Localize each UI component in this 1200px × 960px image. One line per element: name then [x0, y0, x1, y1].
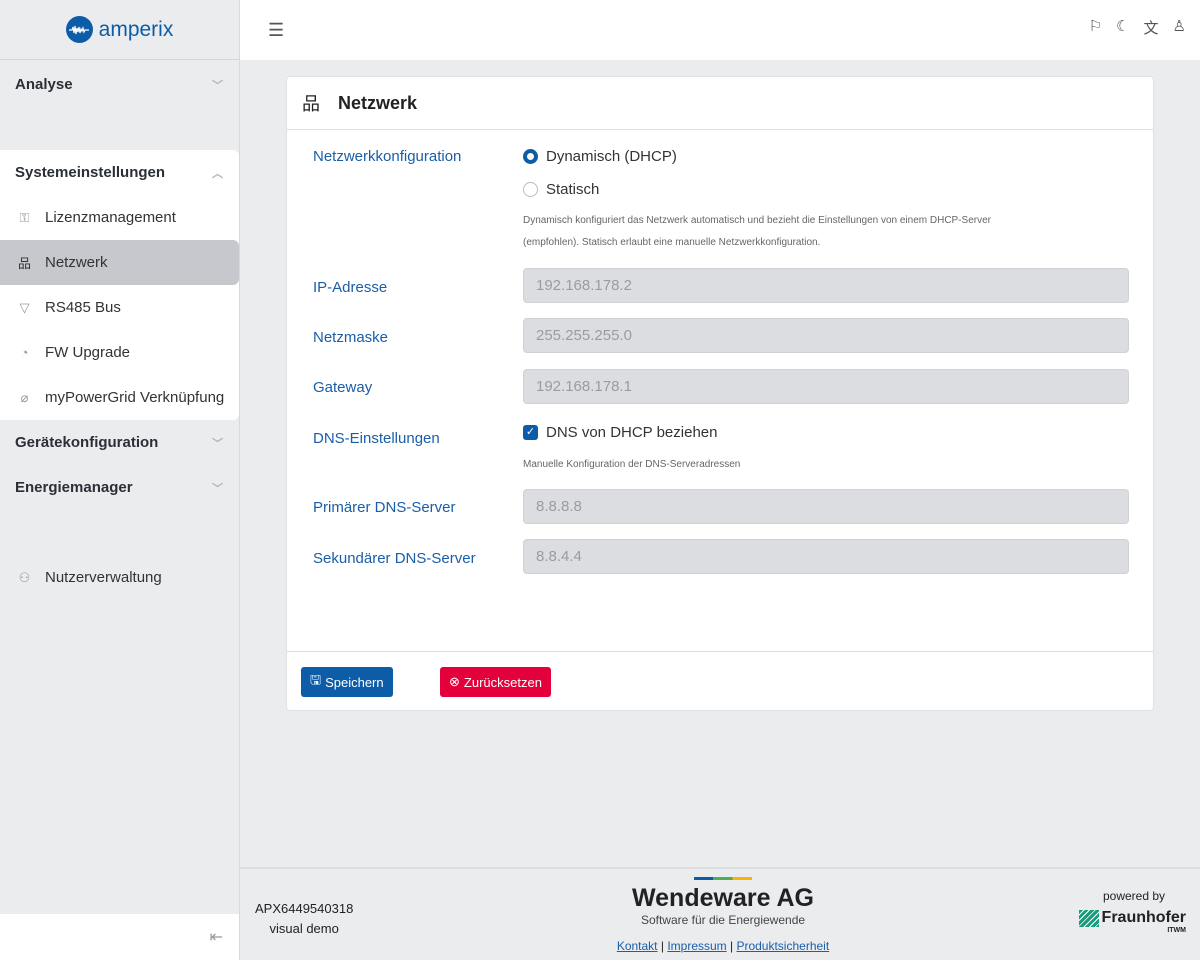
sidebar-section-analyse[interactable]: Analyse ﹀ — [0, 62, 239, 107]
checkmark-icon: ✓ — [523, 425, 538, 440]
sidebar-item-netzwerk[interactable]: 品 Netzwerk — [0, 240, 239, 285]
sidebar-item-mypowergrid[interactable]: ⌀ myPowerGrid Verknüpfung — [0, 375, 239, 420]
item-label: Nutzerverwaltung — [45, 569, 162, 586]
sidebar-item-fw-upgrade[interactable]: ◔ FW Upgrade — [0, 330, 239, 375]
radio-label: Dynamisch (DHCP) — [546, 148, 677, 165]
button-label: Speichern — [325, 674, 384, 690]
company-name: Wendeware AG — [632, 884, 814, 912]
partner-name: Fraunhofer — [1101, 909, 1186, 926]
impressum-link[interactable]: Impressum — [667, 939, 727, 953]
gateway-label: Gateway — [313, 379, 373, 396]
moon-icon[interactable]: ☾ — [1116, 18, 1130, 35]
chevron-down-icon: ﹀ — [212, 79, 223, 92]
users-icon: ⚇ — [18, 569, 31, 585]
radio-dhcp[interactable]: Dynamisch (DHCP) — [523, 148, 677, 165]
item-label: Lizenzmanagement — [45, 209, 176, 226]
menu-icon[interactable]: ☰ — [268, 20, 285, 40]
sidebar-section-systemeinstellungen[interactable]: Systemeinstellungen ︿ — [0, 150, 239, 195]
reset-button[interactable]: ⊗ Zurücksetzen — [440, 667, 551, 697]
network-icon: 品 — [17, 256, 31, 271]
chevron-up-icon: ︿ — [212, 167, 223, 180]
button-label: Zurücksetzen — [463, 674, 542, 690]
gateway-input[interactable]: 192.168.178.1 — [523, 369, 1129, 404]
dns-help: Manuelle Konfiguration der DNS-Serveradr… — [523, 459, 741, 470]
dns1-label: Primärer DNS-Server — [313, 499, 456, 516]
chevron-down-icon: ﹀ — [212, 437, 223, 450]
logo-wave-icon — [65, 16, 93, 43]
key-icon: ⚿ — [19, 209, 30, 225]
item-label: FW Upgrade — [45, 344, 131, 361]
item-label: Netzwerk — [45, 254, 108, 271]
save-icon: 🖫 — [310, 672, 322, 687]
dns1-input[interactable]: 8.8.8.8 — [523, 489, 1129, 524]
netmask-input[interactable]: 255.255.255.0 — [523, 318, 1129, 353]
dns-label: DNS-Einstellungen — [313, 430, 440, 447]
sidebar-item-rs485[interactable]: ▽ RS485 Bus — [0, 285, 239, 330]
close-circle-icon: ⊗ — [449, 674, 460, 689]
connector-icon: ▽ — [19, 299, 30, 315]
logo-text: amperix — [98, 17, 174, 41]
config-help: Dynamisch konfiguriert das Netzwerk auto… — [523, 215, 991, 248]
section-label: Energiemanager — [15, 479, 133, 496]
checkbox-label: DNS von DHCP beziehen — [546, 424, 718, 441]
sidebar-item-nutzerverwaltung[interactable]: ⚇ Nutzerverwaltung — [0, 555, 239, 600]
radio-label: Statisch — [546, 181, 600, 198]
network-icon: 品 — [302, 94, 320, 114]
produktsicherheit-link[interactable]: Produktsicherheit — [736, 939, 830, 953]
network-card: 品 Netzwerk Netzwerkkonfiguration Dynamisc… — [286, 76, 1154, 711]
dns2-label: Sekundärer DNS-Server — [313, 550, 476, 567]
radio-checked-icon — [523, 149, 538, 164]
signpost-icon[interactable]: ⚐ — [1088, 18, 1103, 35]
collapse-sidebar-button[interactable]: ⇤ — [0, 914, 239, 960]
partner-sub: ITWM — [1167, 927, 1186, 934]
serial-number: APX6449540318 — [255, 901, 354, 916]
sidebar-group-system: Systemeinstellungen ︿ ⚿ Lizenzmanagement 品… — [0, 150, 239, 420]
section-label: Analyse — [15, 76, 73, 93]
chevron-down-icon: ﹀ — [212, 482, 223, 495]
sidebar-section-energiemanager[interactable]: Energiemanager ﹀ — [0, 465, 239, 510]
brand-stripe — [694, 877, 752, 880]
sidebar-section-geraetekonfiguration[interactable]: Gerätekonfiguration ﹀ — [0, 420, 239, 465]
powered-by: powered by — [1102, 889, 1166, 903]
user-icon[interactable]: ♙ — [1172, 18, 1186, 35]
topbar: ☰ ⚐ ☾ 文 ♙ — [240, 0, 1200, 60]
history-icon: ◔ — [20, 345, 29, 360]
ip-label: IP-Adresse — [313, 279, 388, 296]
kontakt-link[interactable]: Kontakt — [616, 939, 658, 953]
footer: APX6449540318 visual demo Wendeware AG S… — [240, 867, 1200, 960]
dns2-input[interactable]: 8.8.4.4 — [523, 539, 1129, 574]
ip-input[interactable]: 192.168.178.2 — [523, 268, 1129, 303]
item-label: RS485 Bus — [45, 299, 121, 316]
config-label: Netzwerkkonfiguration — [313, 148, 462, 165]
save-button[interactable]: 🖫 Speichern — [301, 667, 393, 697]
section-label: Systemeinstellungen — [15, 164, 166, 181]
logo[interactable]: amperix — [0, 0, 239, 60]
sidebar-item-lizenzmanagement[interactable]: ⚿ Lizenzmanagement — [0, 195, 239, 240]
translate-icon[interactable]: 文 — [1143, 20, 1159, 37]
radio-static[interactable]: Statisch — [523, 181, 599, 198]
collapse-icon: ⇤ — [209, 929, 223, 946]
divider — [287, 651, 1153, 652]
mode-label: visual demo — [269, 921, 339, 936]
dns-dhcp-checkbox[interactable]: ✓ DNS von DHCP beziehen — [523, 424, 717, 441]
company-tagline: Software für die Energiewende — [640, 913, 806, 927]
paperclip-icon: ⌀ — [20, 389, 29, 405]
item-label: myPowerGrid Verknüpfung — [45, 389, 225, 406]
page-title: Netzwerk — [338, 92, 418, 113]
mask-label: Netzmaske — [313, 329, 389, 346]
fraunhofer-logo-icon — [1078, 909, 1099, 927]
sidebar: amperix Analyse ﹀ Systemeinstellungen ︿ ⚿ L… — [0, 0, 240, 960]
section-label: Gerätekonfiguration — [15, 434, 159, 451]
radio-unchecked-icon — [523, 182, 538, 197]
